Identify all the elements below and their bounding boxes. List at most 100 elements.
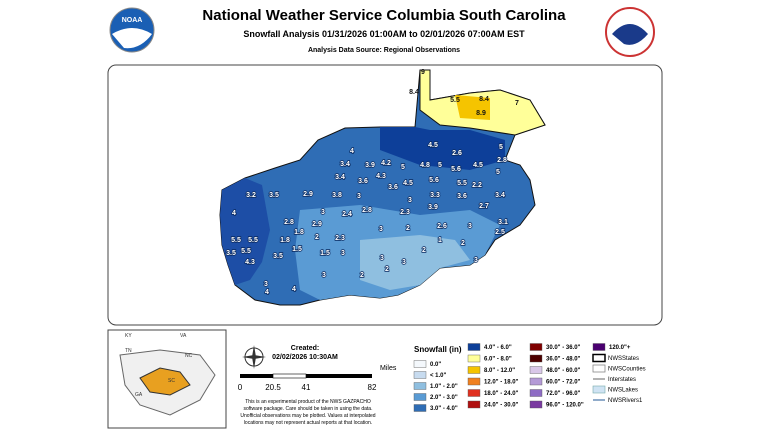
legend-label: 8.0" - 12.0" [484, 368, 515, 374]
snow-value: 3 [379, 226, 383, 233]
inset-label: TN [125, 348, 132, 354]
legend-label: 3.0" - 4.0" [430, 406, 458, 412]
snow-value: 3.9 [428, 204, 438, 211]
dark-north-area [380, 127, 505, 170]
snow-value: 5.6 [451, 166, 461, 173]
scale-unit: Miles [380, 365, 397, 372]
snow-value: 2.6 [437, 223, 447, 230]
snow-value: 4 [265, 289, 269, 296]
inset-label: VA [180, 333, 187, 339]
scale-tick: 0 [238, 383, 243, 392]
snow-value: 5.5 [450, 97, 460, 104]
snow-value: 2.7 [479, 203, 489, 210]
lightest-area [360, 235, 470, 290]
legend-swatch [467, 377, 481, 386]
snow-value: 3.6 [388, 184, 398, 191]
legend-swatch [467, 343, 481, 351]
scale-seg [272, 373, 307, 379]
legend-label: 0.0" [430, 362, 441, 368]
snow-value: 5 [499, 144, 503, 151]
legend-label: 2.0" - 3.0" [430, 395, 458, 401]
snow-value: 3 [357, 193, 361, 200]
snow-value: 5 [401, 164, 405, 171]
inset-label: SC [168, 378, 175, 384]
snow-value: 3 [380, 255, 384, 262]
snow-value: 2.2 [472, 182, 482, 189]
legend-label: 60.0" - 72.0" [546, 380, 581, 386]
legend-swatch [413, 371, 427, 379]
legend-label: 1.0" - 2.0" [430, 384, 458, 390]
snow-value: 2.3 [335, 235, 345, 242]
legend-swatch [529, 377, 543, 386]
snow-value: 3.6 [358, 178, 368, 185]
snow-value: 2.4 [342, 211, 352, 218]
disclaimer-line: locations may not represent actual repor… [244, 420, 372, 426]
snow-value: 1.8 [280, 237, 290, 244]
snow-value: 5.5 [231, 237, 241, 244]
snow-value: 2 [360, 272, 364, 279]
legend-swatch [467, 354, 481, 363]
legend-label: 120.0"+ [609, 345, 631, 351]
legend-swatch [529, 400, 543, 409]
scale-seg [306, 374, 372, 378]
legend-label: 4.0" - 6.0" [484, 345, 512, 351]
legend-swatch [529, 366, 543, 374]
snow-value: 8.9 [476, 110, 486, 117]
snow-value: 4.5 [473, 162, 483, 169]
snow-value: 2 [406, 225, 410, 232]
snow-value: 8.4 [479, 96, 489, 103]
snow-value: 2 [422, 247, 426, 254]
legend-swatch [413, 382, 427, 390]
snow-value: 4.2 [381, 160, 391, 167]
snow-value: 4 [232, 210, 236, 217]
disclaimer-line: This is an experimental product of the N… [245, 399, 371, 405]
layer-label: NWSStates [608, 356, 639, 362]
snow-value: 5 [438, 162, 442, 169]
snow-value: 3 [322, 272, 326, 279]
legend-label: < 1.0" [430, 373, 447, 379]
snow-value: 1.5 [320, 250, 330, 257]
snow-value: 2 [461, 240, 465, 247]
legend-swatch [413, 360, 427, 368]
legend-label: 12.0" - 18.0" [484, 380, 519, 386]
legend-label: 6.0" - 8.0" [484, 357, 512, 363]
snow-value: 3.5 [273, 253, 283, 260]
snow-value: 3.1 [498, 219, 508, 226]
snow-value: 5.5 [457, 180, 467, 187]
snow-value: 4 [292, 286, 296, 293]
nws-symbol [612, 24, 648, 45]
disclaimer-line: software package. Care should be taken i… [244, 406, 373, 412]
inset-label: NC [185, 353, 193, 359]
snow-value: 5.6 [429, 177, 439, 184]
snow-value: 4.3 [245, 259, 255, 266]
layer-label: Interstates [608, 377, 636, 383]
snow-value: 3 [402, 259, 406, 266]
scale-seg [240, 374, 273, 378]
snow-value: 5 [496, 169, 500, 176]
snow-value: 3 [321, 209, 325, 216]
snow-value: 7 [515, 100, 519, 107]
layer-label: NWSLakes [608, 388, 638, 394]
legend-label: 24.0" - 30.0" [484, 403, 519, 409]
source: Analysis Data Source: Regional Observati… [308, 47, 460, 54]
snow-value: 2.8 [497, 157, 507, 164]
layer-label: NWSCounties [608, 367, 646, 373]
snow-value: 1.8 [294, 229, 304, 236]
snow-value: 4.5 [428, 142, 438, 149]
snow-value: 2 [315, 234, 319, 241]
snow-value: 3.2 [246, 192, 256, 199]
snow-value: 5.5 [241, 248, 251, 255]
snow-value: 2.9 [303, 191, 313, 198]
snow-value: 3.8 [332, 192, 342, 199]
snow-value: 3 [474, 257, 478, 264]
snow-value: 4.8 [420, 162, 430, 169]
legend-label: 72.0" - 96.0" [546, 391, 581, 397]
legend-swatch [592, 343, 606, 351]
legend-swatch [529, 354, 543, 363]
snow-value: 2.5 [495, 229, 505, 236]
logo-text: NOAA [122, 17, 143, 24]
layer-swatch [592, 364, 606, 373]
legend-swatch [413, 393, 427, 401]
inset-label: GA [135, 392, 143, 398]
